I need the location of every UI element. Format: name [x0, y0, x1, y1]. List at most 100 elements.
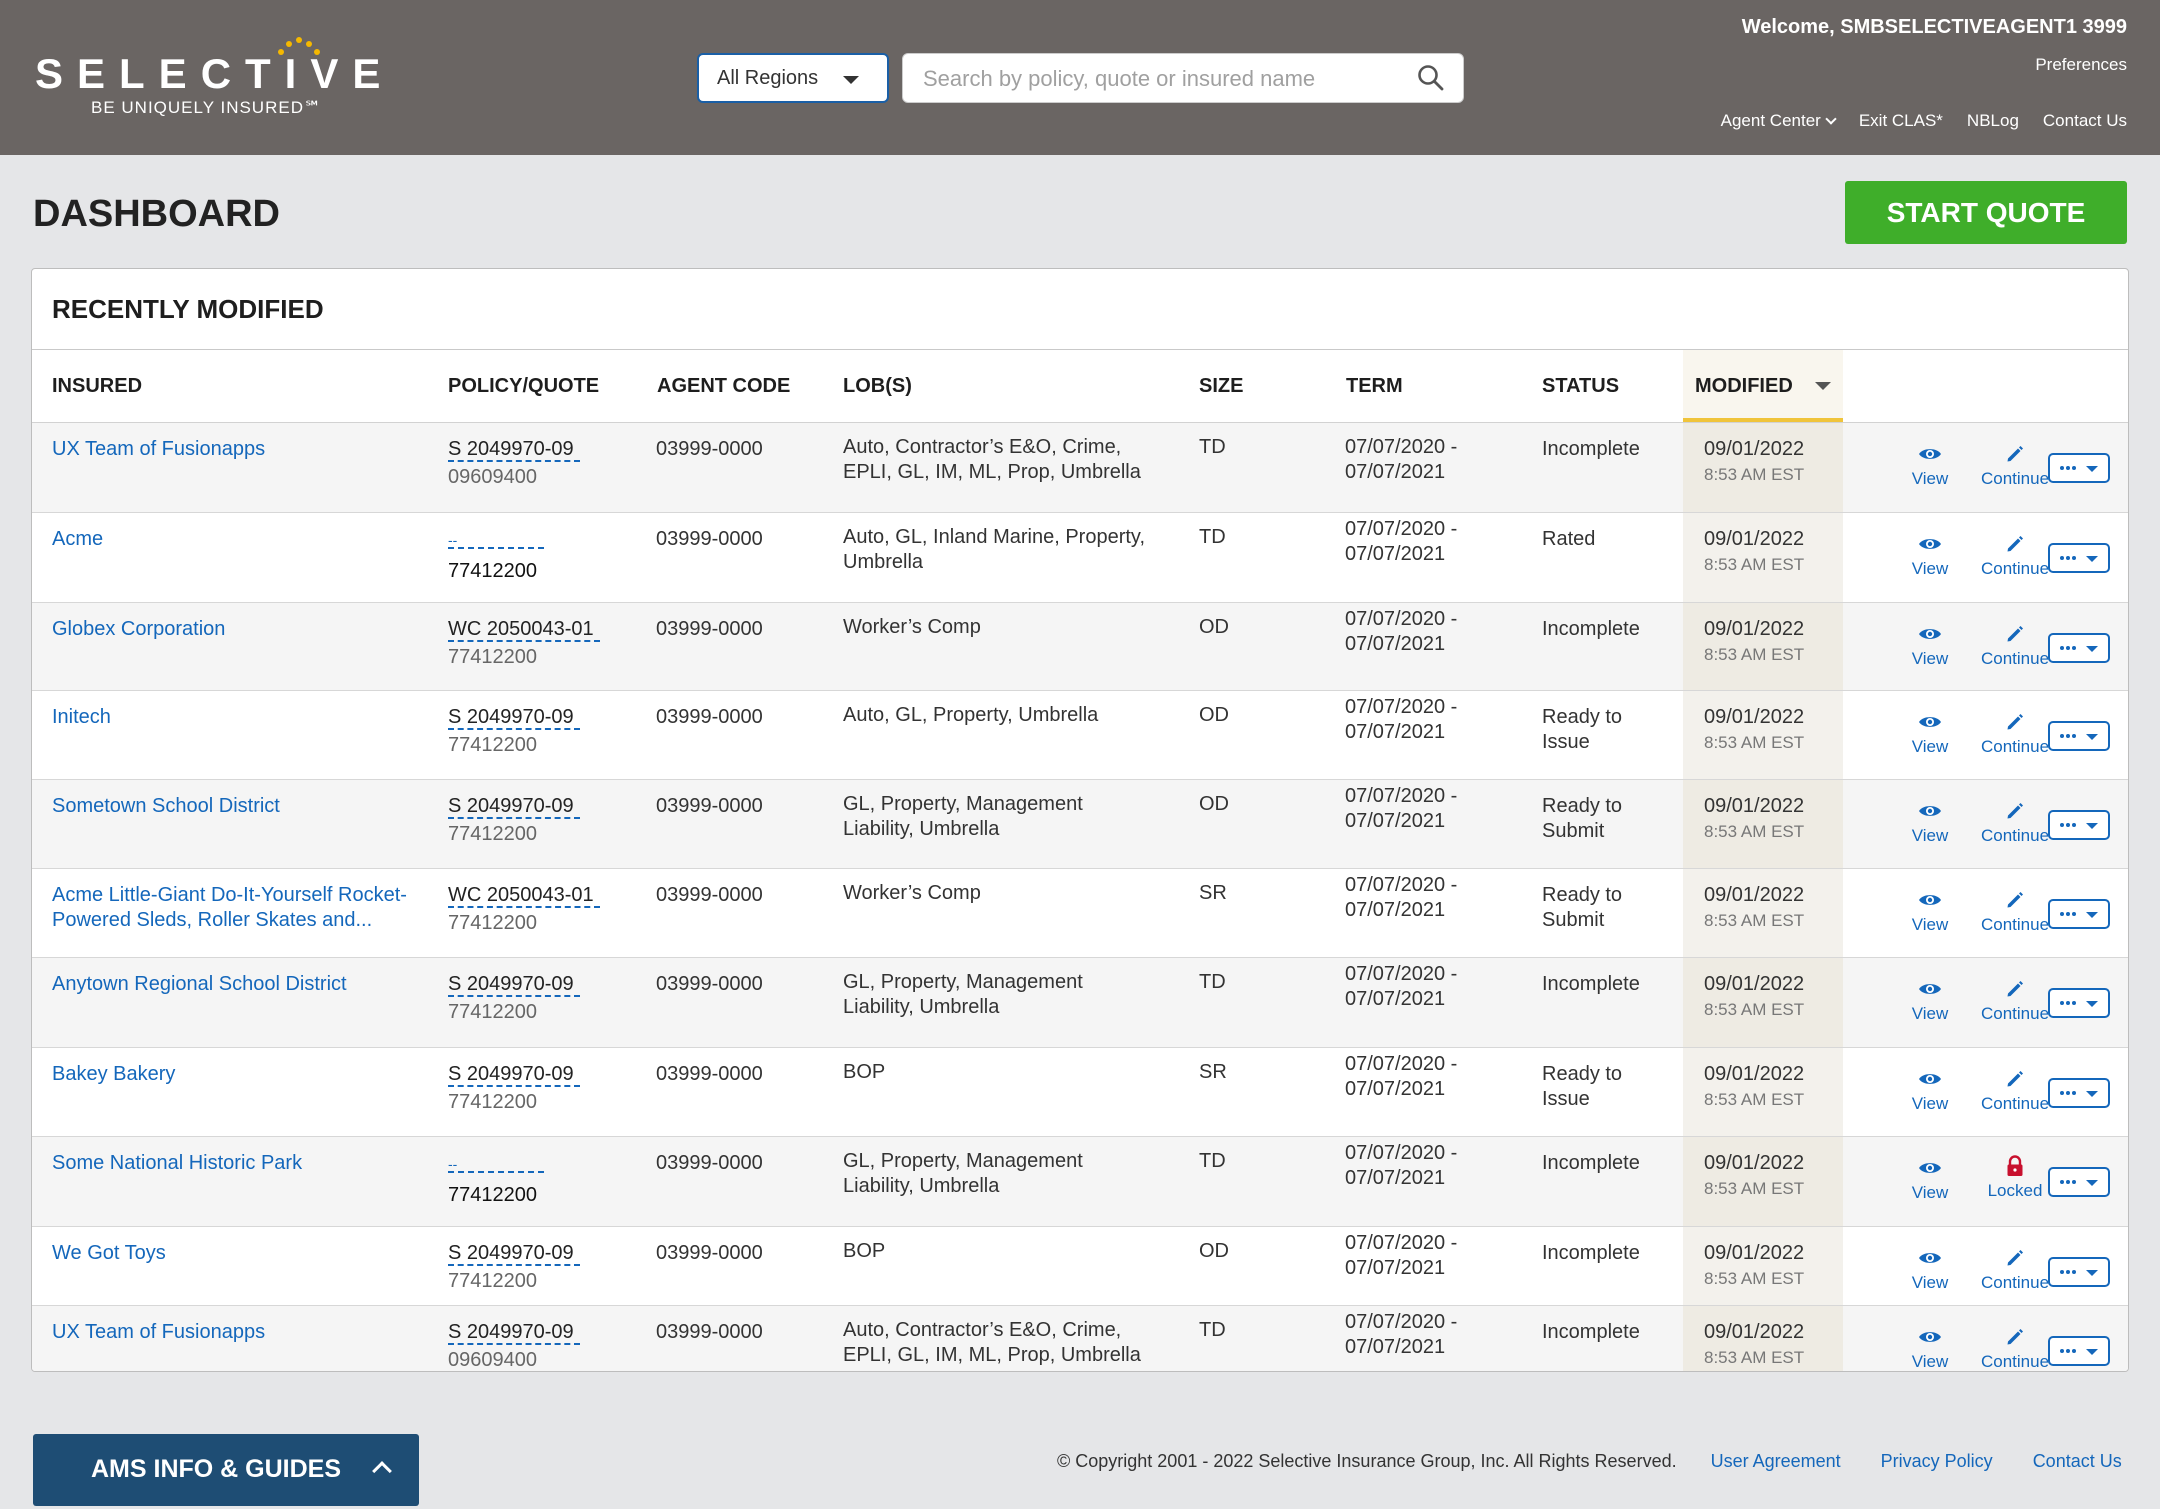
col-insured[interactable]: INSURED	[52, 375, 143, 397]
more-actions-button[interactable]	[2048, 899, 2110, 929]
quote-number-cell: 09609400	[448, 1348, 608, 1371]
view-button[interactable]: View	[1885, 978, 1975, 1024]
continue-button[interactable]: Continue	[1970, 1068, 2060, 1114]
ellipsis-icon	[2060, 823, 2078, 827]
more-actions-button[interactable]	[2048, 453, 2110, 483]
more-actions-button[interactable]	[2048, 1257, 2110, 1287]
policy-number-link[interactable]: --	[448, 1157, 544, 1173]
more-actions-button[interactable]	[2048, 1167, 2110, 1197]
modified-date: 09/01/2022	[1704, 1063, 1805, 1085]
policy-number-link[interactable]: --	[448, 533, 544, 549]
search-icon[interactable]	[1417, 64, 1445, 92]
insured-link[interactable]: Sometown School District	[52, 795, 280, 817]
insured-link[interactable]: UX Team of Fusionapps	[52, 1321, 266, 1343]
col-term[interactable]: TERM	[1346, 375, 1403, 397]
continue-button[interactable]: Continue	[1970, 1247, 2060, 1293]
nav-contact-us[interactable]: Contact Us	[2042, 111, 2127, 130]
view-button[interactable]: View	[1885, 1157, 1975, 1203]
modified-cell: 09/01/2022 8:53 AM EST	[1704, 1151, 1804, 1201]
policy-number-link[interactable]: S 2049970-09	[448, 1321, 580, 1345]
insured-link[interactable]: Acme	[52, 528, 104, 550]
col-status[interactable]: STATUS	[1542, 375, 1620, 397]
more-actions-button[interactable]	[2048, 1336, 2110, 1366]
view-button[interactable]: View	[1885, 1247, 1975, 1293]
quote-number: 77412200	[448, 1270, 537, 1292]
status-text: Incomplete	[1542, 438, 1640, 460]
search-box[interactable]	[902, 53, 1464, 103]
insured-link[interactable]: Some National Historic Park	[52, 1152, 303, 1174]
view-button[interactable]: View	[1885, 533, 1975, 579]
more-actions-button[interactable]	[2048, 721, 2110, 751]
view-button[interactable]: View	[1885, 711, 1975, 757]
selective-logo[interactable]: SELECTIVE BE UNIQUELY INSURED℠	[35, 36, 380, 126]
nav-nblog[interactable]: NBLog	[1966, 111, 2019, 130]
eye-icon	[1919, 629, 1941, 639]
insured-link[interactable]: UX Team of Fusionapps	[52, 438, 266, 460]
preferences-link[interactable]: Preferences	[2035, 55, 2127, 74]
modified-column-bg	[1683, 1137, 1843, 1226]
privacy-policy-link[interactable]: Privacy Policy	[1880, 1451, 1993, 1471]
col-lobs[interactable]: LOB(S)	[843, 375, 912, 397]
insured-link[interactable]: Globex Corporation	[52, 618, 226, 640]
view-button[interactable]: View	[1885, 623, 1975, 669]
nav-exit-clas[interactable]: Exit CLAS*	[1858, 111, 1943, 130]
status-text: Rated	[1542, 528, 1596, 550]
insured-link[interactable]: Bakey Bakery	[52, 1063, 176, 1085]
continue-button[interactable]: Continue	[1970, 889, 2060, 935]
size-code: TD	[1199, 526, 1226, 548]
agent-code: 03999-0000	[656, 1321, 763, 1343]
view-button[interactable]: View	[1885, 1326, 1975, 1371]
insured-link[interactable]: We Got Toys	[52, 1242, 166, 1264]
footer-contact-us-link[interactable]: Contact Us	[2032, 1451, 2122, 1471]
more-actions-button[interactable]	[2048, 988, 2110, 1018]
policy-number-link[interactable]: WC 2050043-01	[448, 618, 600, 642]
start-quote-button[interactable]: START QUOTE	[1845, 181, 2127, 244]
view-button[interactable]: View	[1885, 800, 1975, 846]
policy-number-link[interactable]: S 2049970-09	[448, 973, 580, 997]
continue-button[interactable]: Continue	[1970, 711, 2060, 757]
col-policy-quote[interactable]: POLICY/QUOTE	[448, 375, 600, 397]
policy-number-link[interactable]: S 2049970-09	[448, 795, 580, 819]
continue-button[interactable]: Continue	[1970, 623, 2060, 669]
policy-cell: S 2049970-09	[448, 1241, 608, 1266]
welcome-text: Welcome, SMBSELECTIVEAGENT1 3999	[1741, 16, 2127, 38]
continue-button[interactable]: Continue	[1970, 978, 2060, 1024]
policy-number-link[interactable]: S 2049970-09	[448, 706, 580, 730]
agent-code: 03999-0000	[656, 795, 763, 817]
table-row: Globex Corporation WC 2050043-01 77412200 0…	[32, 603, 2128, 691]
agent-code: 03999-0000	[656, 884, 763, 906]
user-agreement-link[interactable]: User Agreement	[1710, 1451, 1841, 1471]
modified-time: 8:53 AM EST	[1704, 1090, 1805, 1109]
more-actions-button[interactable]	[2048, 1078, 2110, 1108]
more-actions-button[interactable]	[2048, 543, 2110, 573]
col-size[interactable]: SIZE	[1199, 375, 1244, 397]
policy-number-link[interactable]: S 2049970-09	[448, 438, 580, 462]
continue-button[interactable]: Continue	[1970, 1326, 2060, 1371]
recently-modified-panel: RECENTLY MODIFIED INSURED POLICY/QUOTE A…	[31, 268, 2129, 1372]
agent-code: 03999-0000	[656, 973, 763, 995]
continue-button[interactable]: Continue	[1970, 533, 2060, 579]
search-input[interactable]	[923, 64, 1393, 94]
view-button[interactable]: View	[1885, 443, 1975, 489]
view-button[interactable]: View	[1885, 889, 1975, 935]
more-actions-button[interactable]	[2048, 810, 2110, 840]
policy-number-link[interactable]: S 2049970-09	[448, 1063, 580, 1087]
policy-number-link[interactable]: WC 2050043-01	[448, 884, 600, 908]
col-agent-code[interactable]: AGENT CODE	[657, 375, 791, 397]
col-modified[interactable]: MODIFIED	[1683, 350, 1843, 422]
ellipsis-icon	[2060, 1180, 2078, 1184]
lob-text: BOP	[843, 1240, 886, 1262]
region-select[interactable]: All Regions	[697, 53, 889, 103]
view-button[interactable]: View	[1885, 1068, 1975, 1114]
insured-link[interactable]: Acme Little-Giant Do-It-Yourself Rocket-…	[52, 884, 407, 931]
continue-button[interactable]: Continue	[1970, 443, 2060, 489]
nav-agent-center[interactable]: Agent Center	[1721, 111, 1837, 131]
continue-button[interactable]: Continue	[1970, 800, 2060, 846]
insured-link[interactable]: Anytown Regional School District	[52, 973, 347, 995]
policy-number-link[interactable]: S 2049970-09	[448, 1242, 580, 1266]
view-label: View	[1911, 559, 1949, 578]
insured-link[interactable]: Initech	[52, 706, 111, 728]
more-actions-button[interactable]	[2048, 633, 2110, 663]
ams-info-guides-button[interactable]: AMS INFO & GUIDES	[33, 1434, 419, 1506]
lob-text: Auto, Contractor’s E&O, Crime, EPLI, GL,…	[843, 436, 1141, 483]
